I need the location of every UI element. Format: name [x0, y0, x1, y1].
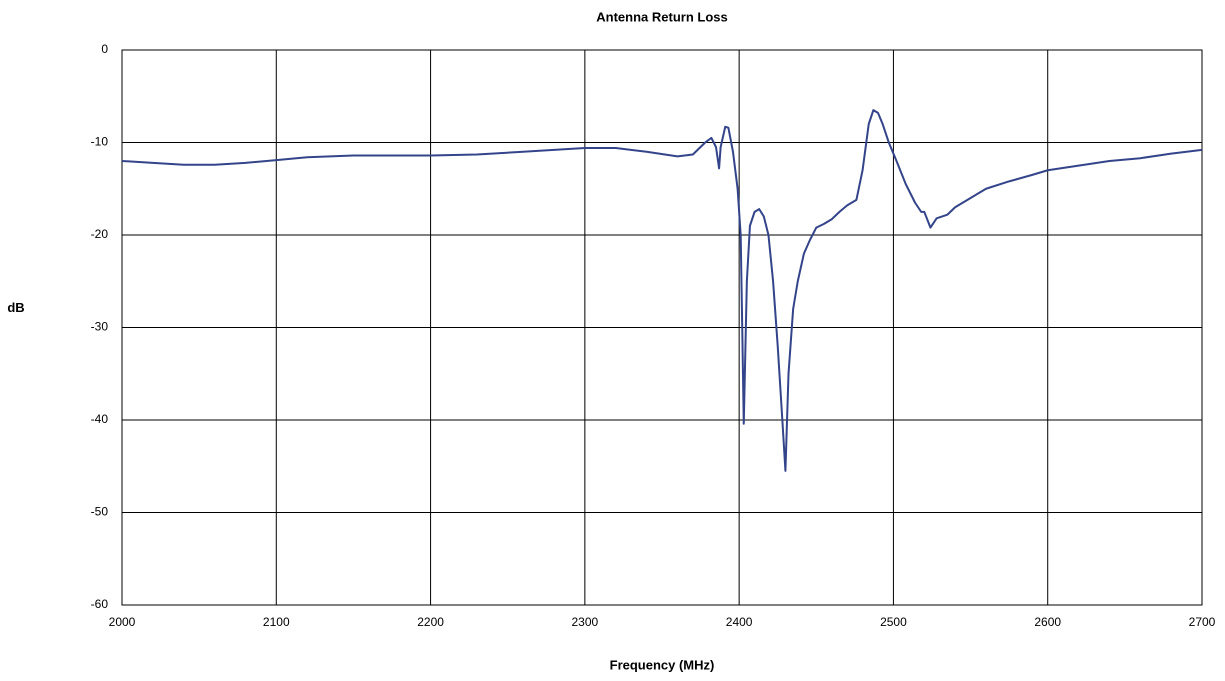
x-tick-label: 2200: [417, 615, 444, 629]
x-tick-label: 2700: [1189, 615, 1216, 629]
y-tick-label: -50: [91, 505, 109, 519]
y-axis-label: dB: [7, 300, 25, 315]
x-tick-label: 2600: [1034, 615, 1061, 629]
x-tick-label: 2400: [726, 615, 753, 629]
x-tick-label: 2000: [109, 615, 136, 629]
x-axis-label: Frequency (MHz): [610, 657, 715, 672]
y-tick-label: -40: [91, 412, 109, 426]
x-tick-label: 2100: [263, 615, 290, 629]
x-tick-label: 2300: [572, 615, 599, 629]
y-tick-label: 0: [101, 42, 108, 56]
chart-title: Antenna Return Loss: [596, 9, 727, 24]
y-tick-label: -60: [91, 597, 109, 611]
x-tick-label: 2500: [880, 615, 907, 629]
y-tick-label: -20: [91, 227, 109, 241]
y-tick-label: -30: [91, 320, 109, 334]
y-tick-label: -10: [91, 135, 109, 149]
data-line: [121, 109, 1203, 472]
